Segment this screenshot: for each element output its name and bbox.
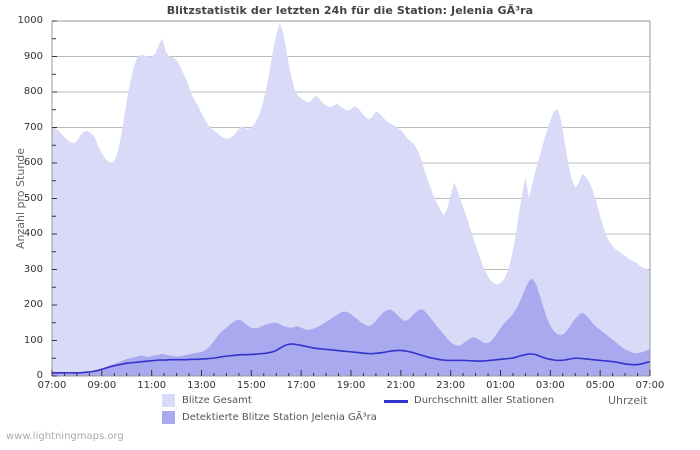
- x-tick-label: 01:00: [486, 380, 515, 391]
- area-series-total: [52, 22, 650, 377]
- x-tick-label: 13:00: [187, 380, 216, 391]
- x-tick-label: 07:00: [635, 380, 665, 391]
- y-tick-label: 700: [23, 121, 43, 133]
- legend-swatch-total: [162, 394, 175, 407]
- y-tick-label: 500: [23, 192, 43, 204]
- x-tick-label: 19:00: [336, 380, 366, 391]
- y-tick-label: 1000: [17, 15, 43, 26]
- legend-label-total: Blitze Gesamt: [182, 395, 252, 406]
- legend-line-average: [384, 400, 408, 403]
- area-series-station: [52, 278, 650, 376]
- x-tick-label: 21:00: [386, 380, 416, 391]
- watermark-text: www.lightningmaps.org: [6, 431, 124, 442]
- y-tick-label: 200: [23, 299, 43, 310]
- y-tick-label: 800: [23, 86, 43, 97]
- y-tick-label: 900: [23, 50, 43, 62]
- y-tick-label: 100: [23, 334, 43, 346]
- x-tick-label: 15:00: [236, 380, 266, 391]
- legend-swatch-station: [162, 411, 175, 424]
- y-tick-label: 0: [36, 370, 43, 381]
- x-tick-label: 05:00: [585, 380, 615, 391]
- page-title: Blitzstatistik der letzten 24h für die S…: [166, 4, 534, 17]
- x-tick-label: 23:00: [436, 380, 466, 391]
- x-tick-label: 03:00: [535, 380, 565, 391]
- y-tick-label: 600: [23, 157, 43, 168]
- y-tick-label: 300: [23, 263, 43, 275]
- x-axis-label: Uhrzeit: [608, 394, 648, 407]
- legend-label-station: Detektierte Blitze Station Jelenia GÃ³ra: [182, 412, 377, 423]
- x-tick-label: 07:00: [37, 380, 67, 391]
- y-tick-label: 400: [23, 228, 43, 239]
- x-tick-label: 09:00: [87, 380, 117, 391]
- legend-label-average: Durchschnitt aller Stationen: [414, 395, 555, 406]
- line-series-average: [52, 343, 651, 374]
- x-tick-label: 17:00: [286, 380, 316, 391]
- x-tick-label: 11:00: [137, 380, 167, 391]
